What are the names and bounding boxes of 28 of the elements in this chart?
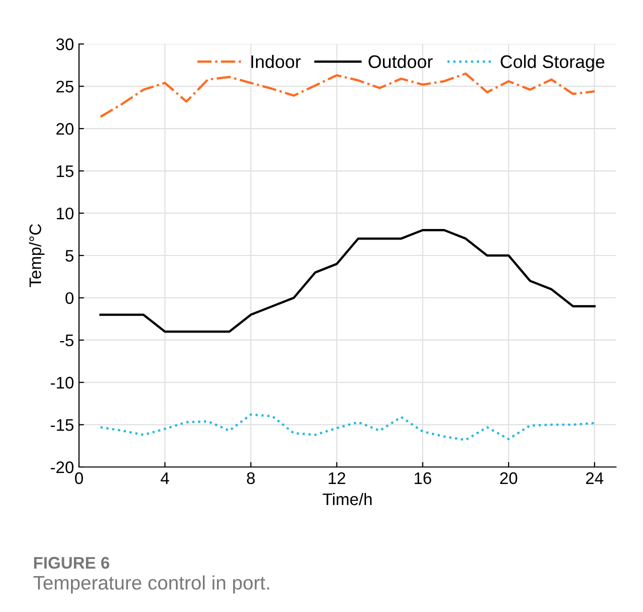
legend-label: Cold Storage	[500, 54, 604, 72]
y-tick-label: 0	[66, 292, 74, 304]
x-tick-label: 4	[160, 472, 170, 484]
line-series	[99, 72, 596, 118]
y-tick-label: 15	[56, 165, 74, 178]
x-tick-label: 12	[328, 472, 346, 484]
legend-label: Indoor	[251, 54, 301, 68]
y-tick-label: 10	[56, 208, 74, 220]
line-series	[99, 229, 596, 333]
x-tick-label: 0	[75, 472, 83, 484]
y-tick-label: -20	[50, 461, 74, 474]
y-tick-label: -15	[50, 419, 74, 431]
y-tick-label: -5	[60, 334, 74, 346]
y-tick-label: 20	[56, 123, 74, 135]
y-axis-title: Temp/°C	[28, 224, 44, 288]
legend-label: Outdoor	[368, 54, 433, 68]
line-series	[99, 413, 596, 442]
x-tick-label: 16	[414, 472, 432, 484]
text: Temperature control in port.	[33, 575, 269, 594]
x-tick-label: 20	[500, 472, 518, 484]
x-axis-title: Time/h	[322, 492, 372, 506]
caption: FIGURE 6	[34, 556, 110, 569]
x-tick-label: 8	[246, 472, 255, 484]
x-tick-label: 24	[586, 472, 604, 484]
y-tick-label: 5	[66, 250, 74, 262]
y-tick-label: 25	[56, 80, 74, 93]
y-tick-label: 30	[56, 38, 74, 50]
y-tick-label: -10	[50, 376, 74, 389]
